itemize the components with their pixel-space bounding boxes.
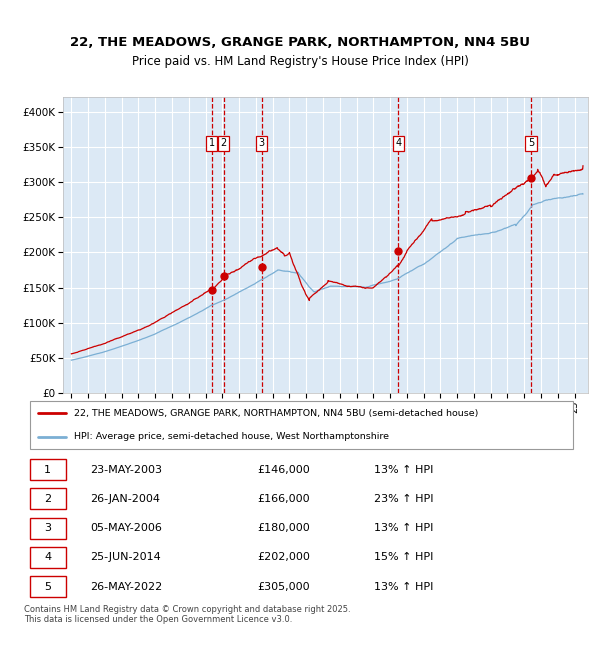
Text: 22, THE MEADOWS, GRANGE PARK, NORTHAMPTON, NN4 5BU: 22, THE MEADOWS, GRANGE PARK, NORTHAMPTO… [70, 36, 530, 49]
Text: 22, THE MEADOWS, GRANGE PARK, NORTHAMPTON, NN4 5BU (semi-detached house): 22, THE MEADOWS, GRANGE PARK, NORTHAMPTO… [74, 409, 478, 418]
Text: 13% ↑ HPI: 13% ↑ HPI [374, 523, 433, 533]
Text: 23-MAY-2003: 23-MAY-2003 [91, 465, 163, 474]
FancyBboxPatch shape [29, 488, 65, 510]
Text: 13% ↑ HPI: 13% ↑ HPI [374, 465, 433, 474]
Text: 15% ↑ HPI: 15% ↑ HPI [374, 552, 433, 562]
Text: £305,000: £305,000 [257, 582, 310, 592]
Text: 5: 5 [528, 138, 534, 148]
Text: £166,000: £166,000 [257, 494, 310, 504]
FancyBboxPatch shape [29, 401, 574, 449]
FancyBboxPatch shape [29, 547, 65, 568]
Text: 05-MAY-2006: 05-MAY-2006 [91, 523, 163, 533]
Text: 2: 2 [44, 494, 51, 504]
FancyBboxPatch shape [29, 517, 65, 539]
Text: HPI: Average price, semi-detached house, West Northamptonshire: HPI: Average price, semi-detached house,… [74, 432, 389, 441]
Text: 25-JUN-2014: 25-JUN-2014 [91, 552, 161, 562]
Text: Contains HM Land Registry data © Crown copyright and database right 2025.
This d: Contains HM Land Registry data © Crown c… [24, 604, 350, 624]
Text: 5: 5 [44, 582, 51, 592]
Text: 23% ↑ HPI: 23% ↑ HPI [374, 494, 433, 504]
Text: 3: 3 [44, 523, 51, 533]
Text: 13% ↑ HPI: 13% ↑ HPI [374, 582, 433, 592]
Text: 4: 4 [44, 552, 51, 562]
Text: 1: 1 [209, 138, 215, 148]
Text: 3: 3 [259, 138, 265, 148]
Text: 4: 4 [395, 138, 401, 148]
FancyBboxPatch shape [29, 459, 65, 480]
Text: £202,000: £202,000 [257, 552, 310, 562]
Text: £180,000: £180,000 [257, 523, 310, 533]
Text: £146,000: £146,000 [257, 465, 310, 474]
Text: 26-MAY-2022: 26-MAY-2022 [91, 582, 163, 592]
Text: 2: 2 [220, 138, 227, 148]
Text: Price paid vs. HM Land Registry's House Price Index (HPI): Price paid vs. HM Land Registry's House … [131, 55, 469, 68]
FancyBboxPatch shape [29, 576, 65, 597]
Text: 26-JAN-2004: 26-JAN-2004 [91, 494, 161, 504]
Text: 1: 1 [44, 465, 51, 474]
